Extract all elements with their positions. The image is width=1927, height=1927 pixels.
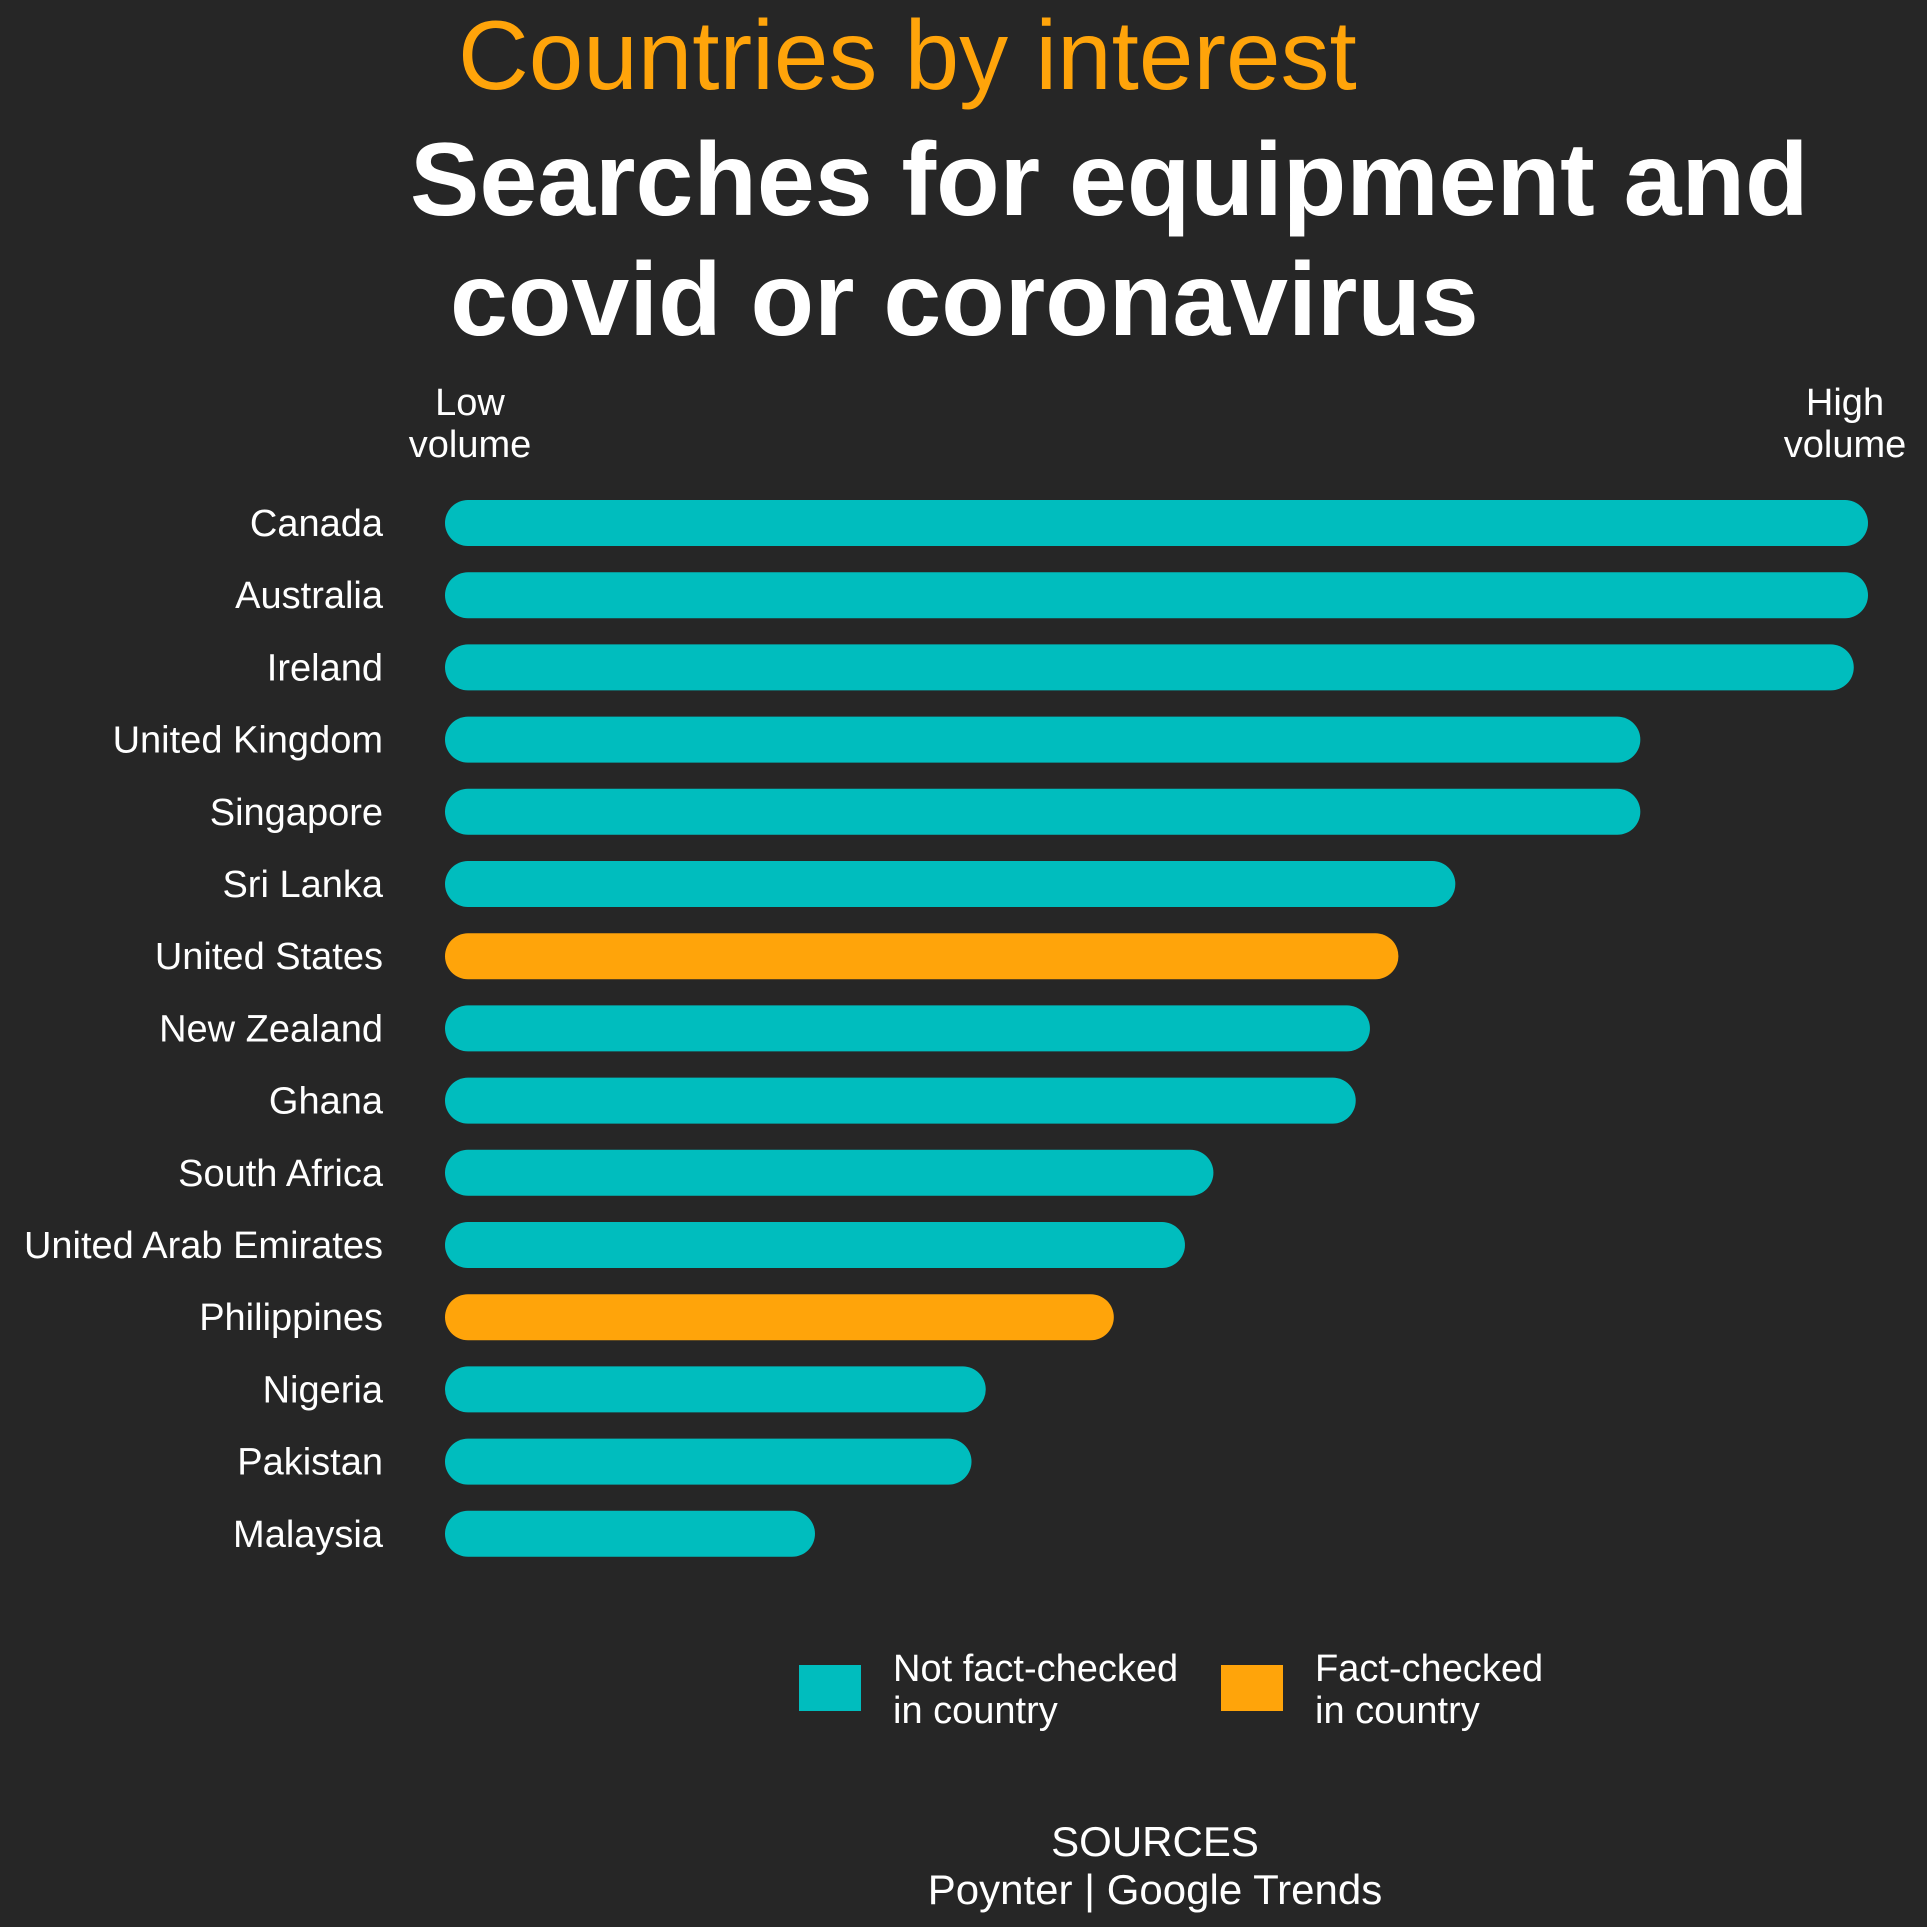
legend-not-line1: Not fact-checked [893,1648,1179,1690]
chart-kicker: Countries by interest [458,0,1357,110]
category-label: Australia [235,575,384,617]
bar-united-states [445,933,1399,980]
bar-singapore [445,788,1641,835]
bar-united-arab-emirates [445,1222,1185,1268]
bar-philippines [445,1294,1114,1341]
sources-heading: SOURCES [1051,1818,1259,1865]
title-line-1: Searches for equipment and [410,122,1809,238]
legend-swatch-fact-checked [1221,1665,1283,1711]
category-label: United States [155,936,383,978]
category-label: Nigeria [263,1369,384,1411]
bar-sri-lanka [445,861,1456,907]
category-label: South Africa [178,1153,384,1195]
category-label: Ghana [269,1081,384,1123]
axis-low-line2: volume [408,424,532,466]
chart-title: Searches for equipment and covid or coro… [410,120,1870,360]
category-label: United Kingdom [113,720,383,762]
sources: SOURCES Poynter | Google Trends [865,1818,1445,1914]
legend-not-line2: in country [893,1690,1058,1732]
bar-malaysia [445,1510,815,1557]
category-label: Singapore [210,792,383,834]
legend-fact-line1: Fact-checked [1315,1648,1544,1690]
legend-label-not-fact-checked: Not fact-checked in country [893,1648,1178,1732]
category-label: Sri Lanka [222,864,383,906]
bar-new-zealand [445,1005,1370,1052]
axis-high-line1: High [1805,382,1885,424]
sources-text: Poynter | Google Trends [927,1866,1383,1913]
bar-australia [445,572,1868,619]
bar-chart: Canada Australia Ireland United Kingdom Sing… [24,500,1868,1557]
legend-swatch-not-fact-checked [799,1665,861,1711]
category-label: United Arab Emirates [24,1225,383,1267]
axis-high-line2: volume [1783,424,1907,466]
category-label: New Zealand [159,1008,383,1050]
category-label: Ireland [267,647,383,689]
bar-pakistan [445,1438,972,1485]
axis-low-label: Low volume [398,382,542,466]
legend-fact-line2: in country [1315,1690,1480,1732]
title-line-2: covid or coronavirus [450,242,1479,358]
bar-united-kingdom [445,716,1641,763]
category-label: Malaysia [233,1514,384,1556]
bar-south-africa [445,1149,1214,1196]
category-label: Canada [250,503,384,545]
bar-ghana [445,1077,1356,1124]
category-label: Philippines [199,1297,383,1339]
bar-canada [445,500,1868,546]
legend-label-fact-checked: Fact-checked in country [1315,1648,1543,1732]
bar-nigeria [445,1366,986,1413]
axis-low-line1: Low [435,382,505,424]
bar-ireland [445,644,1854,691]
axis-high-label: High volume [1774,382,1916,466]
category-label: Pakistan [237,1442,383,1484]
